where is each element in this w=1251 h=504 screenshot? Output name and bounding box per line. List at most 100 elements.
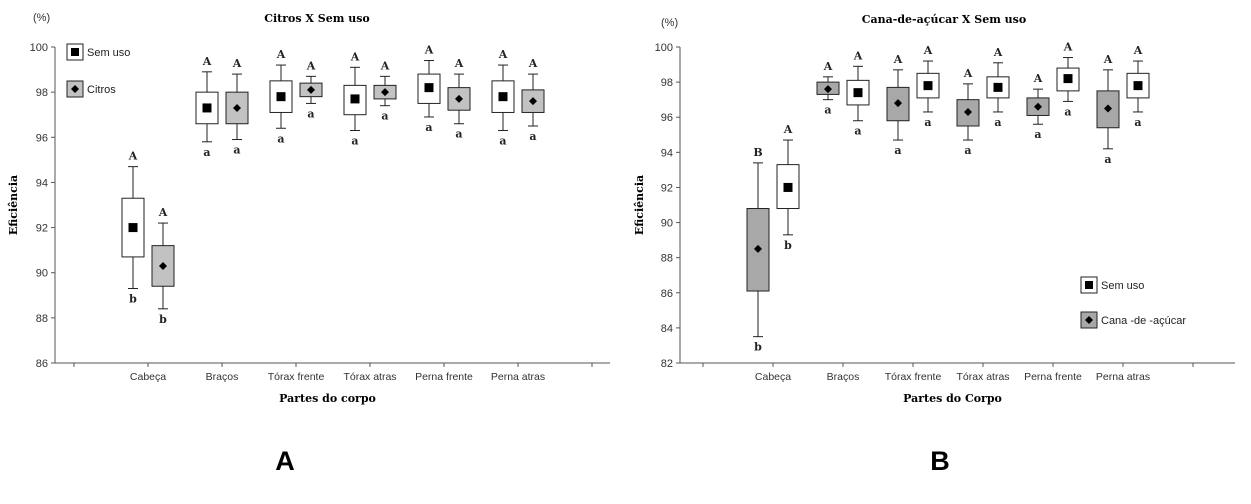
significance-upper: A (1063, 41, 1073, 54)
y-tick-label: 94 (36, 177, 48, 189)
significance-upper: A (232, 57, 242, 70)
mean-marker-diamond (824, 85, 832, 94)
significance-upper: A (783, 123, 793, 136)
significance-upper: A (202, 55, 212, 68)
mean-marker-square (202, 103, 212, 113)
significance-lower: a (854, 125, 861, 138)
category-label: Tórax frente (268, 371, 325, 383)
significance-lower: b (129, 293, 137, 306)
box-square (916, 60, 940, 113)
panel-label-b: B (930, 446, 950, 476)
legend-label: Sem uso (1101, 280, 1144, 292)
box-diamond (1096, 69, 1120, 150)
category-label: Tórax atras (343, 371, 396, 383)
category-label: Braços (206, 371, 239, 383)
box-square (1126, 60, 1150, 113)
y-tick-label: 98 (661, 77, 673, 89)
legend-marker-diamond (71, 85, 79, 93)
mean-marker-diamond (455, 94, 463, 103)
significance-lower: b (784, 239, 792, 252)
category-label: Cabeça (130, 371, 166, 383)
mean-marker-diamond (754, 244, 762, 253)
panel-label-a: A (275, 446, 295, 476)
y-tick-label: 92 (36, 223, 48, 235)
mean-marker-square (276, 92, 286, 102)
legend-marker-square (1085, 281, 1093, 289)
legend-marker-square (71, 48, 79, 56)
mean-marker-diamond (529, 97, 537, 106)
box-square (1056, 57, 1080, 102)
box-diamond (521, 73, 545, 127)
mean-marker-square (498, 92, 508, 102)
y-tick-label: 90 (36, 268, 48, 280)
significance-upper: A (823, 60, 833, 73)
mean-marker-diamond (233, 103, 241, 112)
box-square (195, 71, 219, 143)
y-tick-label: 84 (661, 323, 673, 335)
significance-upper: A (853, 49, 863, 62)
significance-lower: a (894, 144, 901, 157)
box-plot-citros: Citros X Sem uso (%) Partes do corpo Eficiê… (7, 12, 610, 405)
significance-lower: b (159, 313, 167, 326)
mean-marker-diamond (1104, 104, 1112, 113)
box-diamond (956, 83, 980, 141)
box-square (491, 64, 515, 132)
y-tick-label: 88 (661, 253, 673, 265)
category-label: Perna frente (1024, 371, 1082, 383)
mean-marker-square (1133, 81, 1143, 91)
significance-upper: A (1133, 44, 1143, 57)
significance-lower: a (203, 146, 210, 159)
legend-label: Citros (87, 84, 116, 96)
mean-marker-square (350, 94, 360, 104)
y-axis-label: Eficiência (633, 175, 646, 235)
box-diamond (151, 222, 175, 310)
category-label: Perna atras (1096, 371, 1150, 383)
y-tick-label: 96 (36, 132, 48, 144)
category-label: Perna frente (415, 371, 473, 383)
mean-marker-diamond (381, 88, 389, 97)
box-square (121, 166, 145, 290)
significance-lower: a (351, 135, 358, 148)
category-label: Cabeça (755, 371, 791, 383)
legend-label: Sem uso (87, 47, 130, 59)
box-diamond (299, 75, 323, 104)
y-tick-label: 100 (30, 42, 48, 54)
legend-item: Sem uso (66, 43, 130, 61)
significance-lower: a (1134, 116, 1141, 129)
significance-lower: a (924, 116, 931, 129)
box-diamond (1026, 88, 1050, 125)
category-label: Perna atras (491, 371, 545, 383)
mean-marker-square (853, 88, 863, 98)
significance-lower: a (1064, 105, 1071, 118)
significance-upper: A (276, 48, 286, 61)
box-diamond (225, 73, 249, 141)
box-diamond (816, 76, 840, 101)
box-square (986, 62, 1010, 113)
box-diamond (746, 162, 770, 338)
significance-lower: a (307, 107, 314, 120)
significance-upper: A (1103, 53, 1113, 66)
y-tick-label: 94 (661, 147, 673, 159)
significance-lower: a (964, 144, 971, 157)
significance-upper: A (893, 53, 903, 66)
mean-marker-square (128, 223, 138, 233)
significance-upper: A (158, 206, 168, 219)
significance-upper: A (380, 59, 390, 72)
y-unit-label: (%) (33, 12, 50, 24)
significance-upper: A (306, 59, 316, 72)
legend-item: Citros (66, 80, 116, 98)
box-square (269, 64, 293, 129)
significance-upper: A (128, 150, 138, 163)
significance-lower: a (381, 110, 388, 123)
x-axis-label: Partes do Corpo (903, 392, 1002, 405)
significance-lower: a (455, 128, 462, 141)
significance-lower: a (425, 121, 432, 134)
significance-lower: a (277, 132, 284, 145)
significance-upper: B (753, 146, 762, 159)
mean-marker-diamond (1034, 102, 1042, 111)
category-label: Tórax atras (956, 371, 1009, 383)
significance-lower: a (994, 116, 1001, 129)
significance-upper: A (993, 46, 1003, 59)
mean-marker-square (923, 81, 933, 91)
mean-marker-diamond (894, 99, 902, 108)
